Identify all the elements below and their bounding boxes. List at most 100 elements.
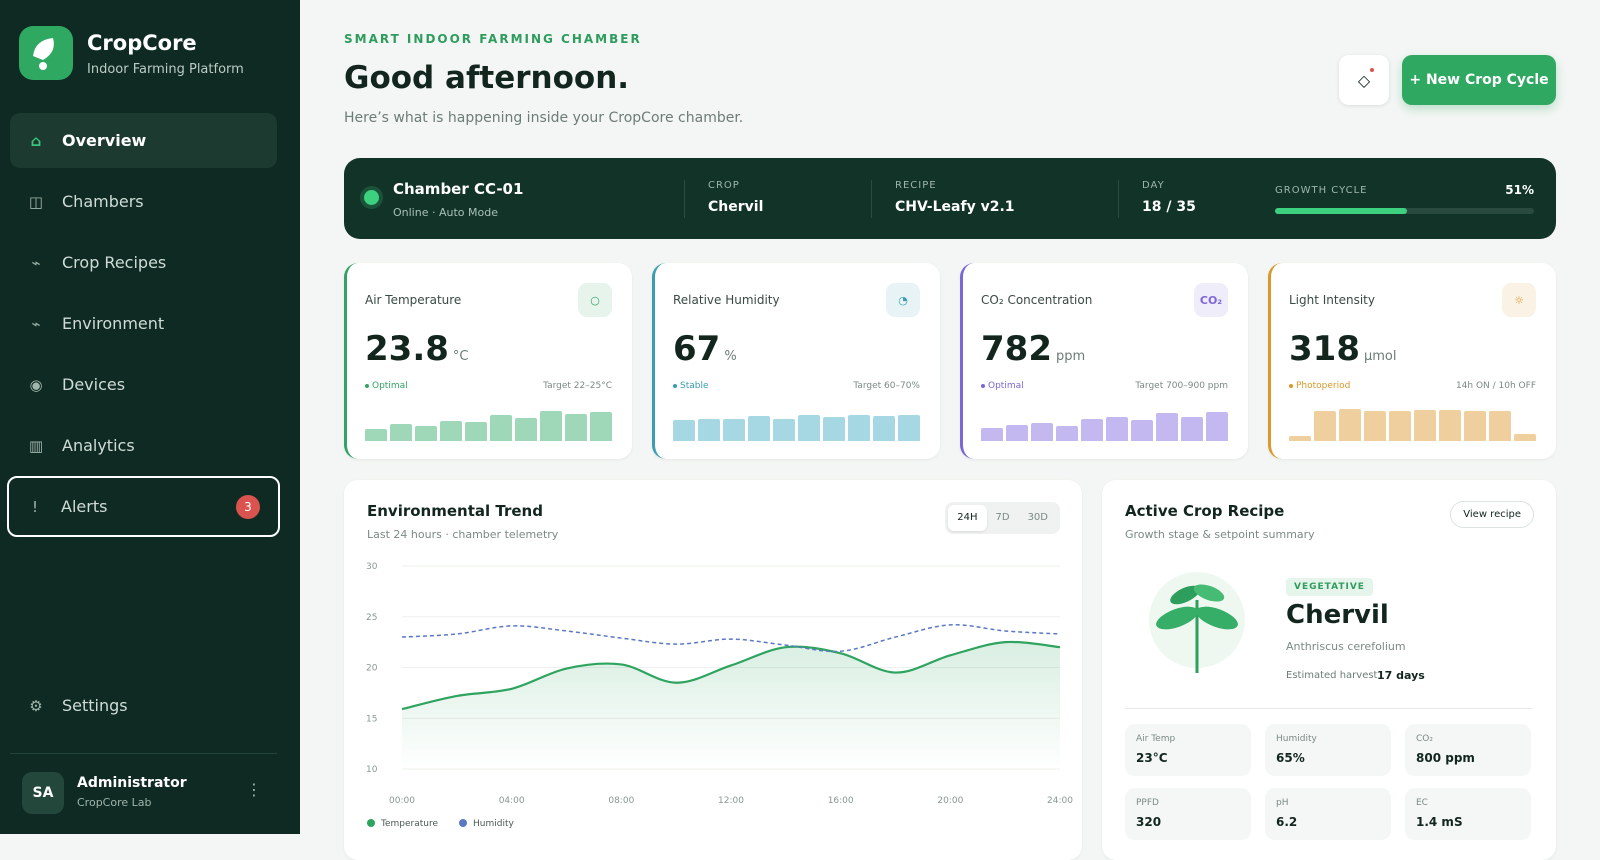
user-name: Administrator xyxy=(77,775,187,791)
spark-bar xyxy=(1364,410,1386,441)
status-text: Stable xyxy=(680,381,709,391)
spark-bar xyxy=(1131,420,1153,441)
view-recipe-button[interactable]: View recipe xyxy=(1450,501,1534,528)
metric-icon: CO₂ xyxy=(1194,283,1228,317)
trend-chart: 10 15 20 25 30 00:00 04:00 08:00 12:00 16:00 20:00… xyxy=(366,562,1073,829)
x-tick-label: 16:00 xyxy=(828,796,854,806)
spark-bar xyxy=(848,414,870,441)
avatar: SA xyxy=(22,772,64,814)
metric-icon: ◔ xyxy=(886,283,920,317)
spark-bar xyxy=(515,417,537,441)
label: Environment xyxy=(62,314,165,333)
icon: ⌂ xyxy=(30,131,42,150)
metric-value: 318 xyxy=(1289,329,1360,369)
metric-target: Target 700–900 ppm xyxy=(1135,381,1228,391)
chamber-banner: Chamber CC-01 Online · Auto Mode CROP Che… xyxy=(344,158,1556,239)
plant-illustration xyxy=(1149,572,1245,673)
nav-item[interactable]: ◫ Chambers xyxy=(10,174,277,229)
status-dot xyxy=(673,383,677,388)
setpoint-value: 65% xyxy=(1276,751,1305,765)
legend-label: Temperature xyxy=(380,819,438,829)
tab[interactable]: 30D xyxy=(1027,512,1048,523)
spark-bar xyxy=(1031,423,1053,441)
x-tick-label: 24:00 xyxy=(1047,796,1073,806)
spark-bar xyxy=(1156,412,1178,441)
area xyxy=(402,641,1060,769)
spark-bar xyxy=(1081,419,1103,441)
spark-bar xyxy=(1006,425,1028,441)
divider xyxy=(1118,180,1119,218)
line xyxy=(401,624,1061,653)
icon: ▥ xyxy=(28,436,44,455)
chamber-name: Chamber CC-01 xyxy=(393,180,524,198)
icon: ◇ xyxy=(1357,70,1371,90)
setpoint-label: EC xyxy=(1416,798,1428,808)
icon: ⚙ xyxy=(29,696,43,715)
metric-card: Air Temperature ○ 23.8 °C Optimal Target 22–2… xyxy=(344,263,632,459)
spark-bar xyxy=(798,415,820,441)
metric-card: Light Intensity ☼ 318 μmol Photoperiod 14h ON… xyxy=(1268,263,1556,459)
card-subtitle: Growth stage & setpoint summary xyxy=(1125,528,1315,541)
nav-item[interactable]: ◉ Devices xyxy=(10,357,277,412)
metric-label: Air Temperature xyxy=(365,293,462,307)
icon: ◫ xyxy=(28,192,44,211)
nav-item[interactable]: ▥ Analytics xyxy=(10,418,277,473)
setpoint: PPFD 320 xyxy=(1125,788,1251,840)
settings[interactable]: ⚙ Settings xyxy=(10,678,277,733)
card-title: Environmental Trend xyxy=(367,502,543,520)
tagline: Indoor Farming Platform xyxy=(87,62,244,77)
divider xyxy=(871,180,872,218)
spark-bar xyxy=(981,427,1003,441)
page-subtitle: Here’s what is happening inside your Cro… xyxy=(344,110,744,126)
tab[interactable]: 24H xyxy=(948,505,987,531)
new-cycle-button[interactable]: + New Crop Cycle xyxy=(1402,55,1556,105)
user[interactable]: SA Administrator CropCore Lab ⋮ xyxy=(10,753,277,834)
brand: CropCore xyxy=(87,31,197,55)
label: Overview xyxy=(62,131,147,150)
spark-bar xyxy=(723,418,745,441)
metric-target: 14h ON / 10h OFF xyxy=(1455,381,1536,391)
setpoint-value: 320 xyxy=(1136,815,1162,829)
x-tick-label: 04:00 xyxy=(499,796,525,806)
spark-bar xyxy=(1106,417,1128,441)
spark-bar xyxy=(748,416,770,441)
icon-button[interactable]: ◇ xyxy=(1339,55,1389,105)
nav-item[interactable]: ⌂ Overview xyxy=(10,113,277,168)
metric-unit: % xyxy=(724,349,737,364)
y-tick-label: 20 xyxy=(366,664,378,674)
card-title: Active Crop Recipe xyxy=(1125,502,1285,520)
nav-item[interactable]: ⌁ Environment xyxy=(10,296,277,351)
setpoint: pH 6.2 xyxy=(1265,788,1391,840)
icon: ⌁ xyxy=(31,253,41,272)
line xyxy=(401,640,1061,711)
metric-label: Light Intensity xyxy=(1289,293,1375,307)
stage-badge: VEGETATIVE xyxy=(1286,578,1373,596)
metric-unit: μmol xyxy=(1363,349,1397,364)
setpoint: EC 1.4 mS xyxy=(1405,788,1531,840)
user-menu[interactable]: ⋮ xyxy=(246,780,262,799)
x-tick-label: 20:00 xyxy=(937,796,963,806)
nav-item[interactable]: ⌁ Crop Recipes xyxy=(10,235,277,290)
metric-target: Target 60–70% xyxy=(853,381,920,391)
spark-bar xyxy=(590,412,612,441)
status-dot xyxy=(364,190,379,205)
field-label: DAY xyxy=(1142,180,1165,191)
spark-bar xyxy=(1439,409,1461,441)
y-tick-label: 25 xyxy=(366,613,377,623)
spark-bar xyxy=(440,421,462,441)
logo xyxy=(19,26,73,80)
y-tick-label: 15 xyxy=(366,714,377,724)
spark-bar xyxy=(1414,410,1436,441)
chamber-status: Online · Auto Mode xyxy=(393,206,498,219)
x-tick-label: 08:00 xyxy=(608,796,634,806)
spark-bar xyxy=(1464,410,1486,441)
tab[interactable]: 7D xyxy=(995,512,1010,523)
nav-item[interactable]: ! Alerts 3 xyxy=(7,476,280,537)
spark-bar xyxy=(898,414,920,441)
spark-bar xyxy=(873,416,895,441)
status-dot xyxy=(981,383,985,388)
badge: 3 xyxy=(236,494,260,519)
spark-bar xyxy=(773,418,795,441)
label: Alerts xyxy=(61,497,108,516)
tabs: 24H 7D 30D xyxy=(945,502,1060,534)
